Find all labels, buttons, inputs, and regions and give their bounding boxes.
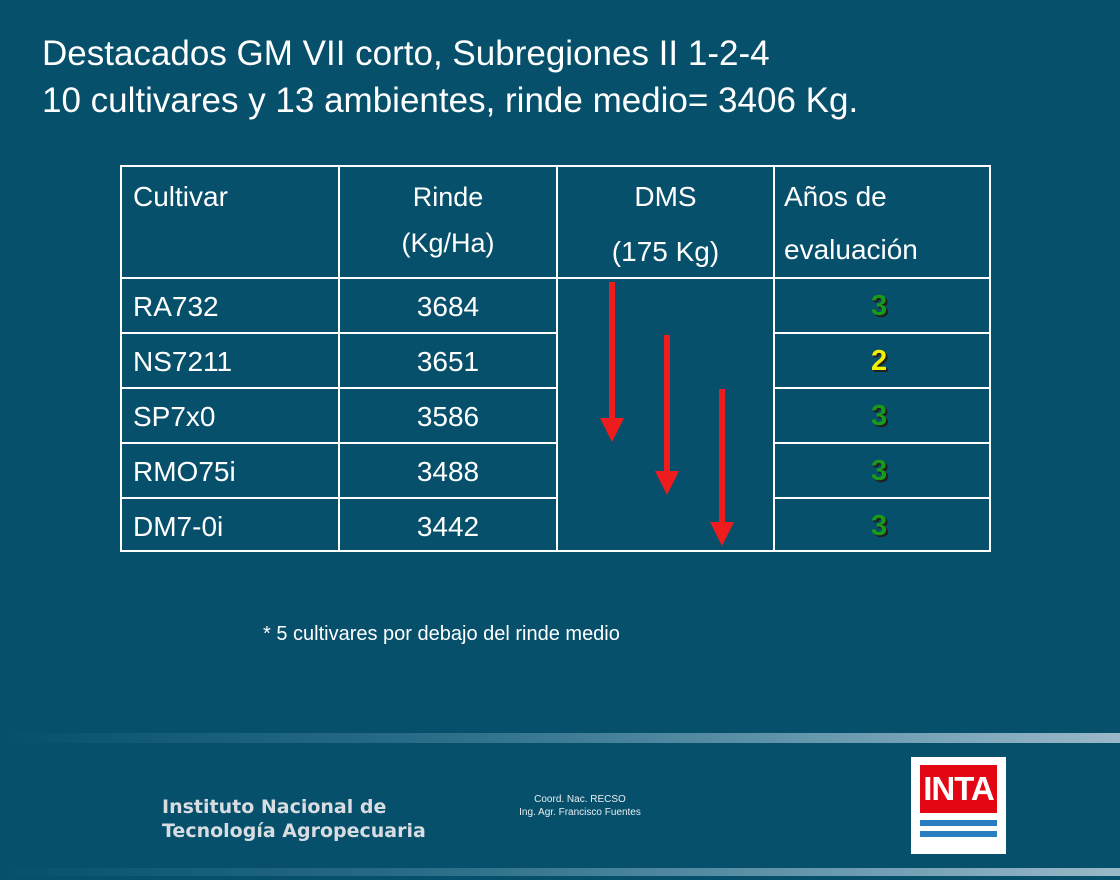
header-dms-1: DMS [634,181,697,212]
footer-bottom-band [0,868,1120,876]
cell-anos: 3 [871,455,888,487]
header-rinde-2: (Kg/Ha) [401,228,495,258]
title-line-2: 10 cultivares y 13 ambientes, rinde medi… [42,81,859,120]
header-anos-2: evaluación [784,234,918,265]
results-table: Cultivar Rinde (Kg/Ha) DMS (175 Kg) Años… [120,165,991,552]
cell-anos: 2 [871,345,888,377]
cell-cultivar: RMO75i [133,456,236,487]
row-divider [122,332,558,334]
logo-wordmark: INTA [920,765,997,813]
cell-rinde: 3586 [416,401,480,432]
row-divider [122,277,991,279]
logo-stripe [920,820,997,826]
row-divider [773,497,991,499]
cell-anos: 3 [871,400,888,432]
cell-rinde: 3442 [416,511,480,542]
row-divider [773,332,991,334]
cell-anos: 3 [871,290,888,322]
dms-arrow-down-icon [710,389,734,546]
institution-name: Instituto Nacional de Tecnología Agropec… [162,795,426,843]
slide-title: Destacados GM VII corto, Subregiones II … [42,30,858,124]
header-cultivar: Cultivar [133,181,228,212]
inta-logo: INTA [911,757,1006,854]
row-divider [773,387,991,389]
coord-line-2: Ing. Agr. Francisco Fuentes [519,807,641,818]
row-divider [122,497,558,499]
institution-line-2: Tecnología Agropecuaria [162,820,426,842]
logo-stripe [920,831,997,837]
row-divider [773,442,991,444]
cell-rinde: 3488 [416,456,480,487]
row-divider [122,442,558,444]
footer-band [0,733,1120,743]
cell-cultivar: SP7x0 [133,401,216,432]
institution-line-1: Instituto Nacional de [162,796,387,818]
dms-arrow-down-icon [655,335,679,495]
row-divider [122,387,558,389]
cell-cultivar: RA732 [133,291,219,322]
header-rinde-1: Rinde [412,182,484,212]
coordinator-credit: Coord. Nac. RECSO Ing. Agr. Francisco Fu… [480,793,680,819]
cell-cultivar: DM7-0i [133,511,224,542]
cell-anos: 3 [871,510,888,542]
header-dms-2: (175 Kg) [611,236,720,267]
footnote: * 5 cultivares por debajo del rinde medi… [263,623,620,645]
cell-rinde: 3684 [416,291,480,322]
dms-arrow-down-icon [600,282,624,442]
header-anos-1: Años de [784,181,887,212]
col-divider [556,167,558,550]
col-divider [338,167,340,550]
title-line-1: Destacados GM VII corto, Subregiones II … [42,34,770,73]
cell-cultivar: NS7211 [133,346,233,377]
col-divider [773,167,775,550]
cell-rinde: 3651 [416,346,480,377]
coord-line-1: Coord. Nac. RECSO [534,794,626,805]
